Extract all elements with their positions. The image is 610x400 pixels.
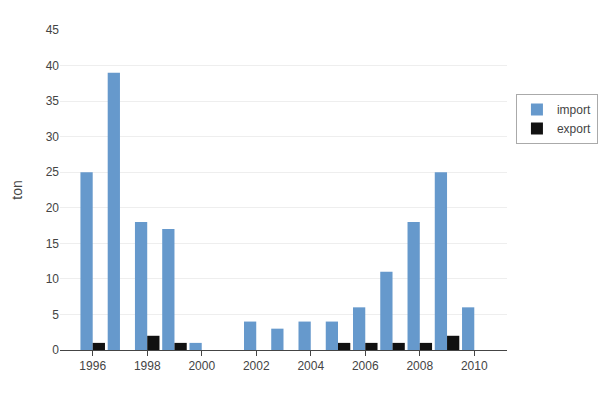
svg-text:export: export [557, 122, 591, 136]
svg-text:5: 5 [52, 308, 59, 322]
svg-text:ton: ton [9, 180, 25, 199]
svg-text:1998: 1998 [134, 359, 161, 373]
svg-text:20: 20 [46, 201, 60, 215]
svg-text:25: 25 [46, 165, 60, 179]
svg-text:0: 0 [52, 343, 59, 357]
svg-text:2010: 2010 [461, 359, 488, 373]
svg-text:2000: 2000 [188, 359, 215, 373]
svg-text:30: 30 [46, 130, 60, 144]
svg-text:1996: 1996 [79, 359, 106, 373]
svg-text:35: 35 [46, 94, 60, 108]
svg-text:45: 45 [46, 23, 60, 37]
svg-text:2004: 2004 [297, 359, 324, 373]
svg-text:2008: 2008 [406, 359, 433, 373]
svg-text:2006: 2006 [352, 359, 379, 373]
svg-text:import: import [557, 103, 591, 117]
svg-text:2002: 2002 [243, 359, 270, 373]
svg-text:15: 15 [46, 237, 60, 251]
svg-text:10: 10 [46, 272, 60, 286]
svg-text:40: 40 [46, 59, 60, 73]
